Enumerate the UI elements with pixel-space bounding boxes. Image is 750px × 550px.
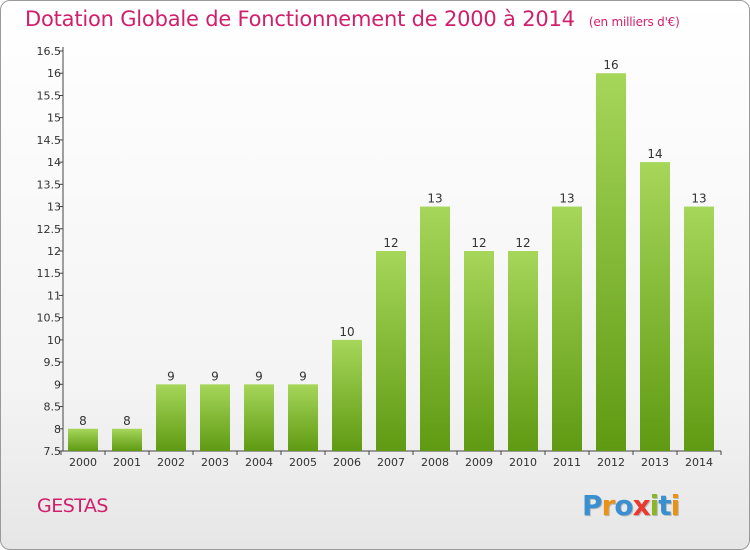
title-text: Dotation Globale de Fonctionnement de 20… xyxy=(25,7,575,31)
bars xyxy=(68,73,714,451)
bar-2007[interactable] xyxy=(376,251,406,451)
x-tick-label-2000: 2000 xyxy=(69,456,97,469)
proxiti-logo[interactable]: Proxiti xyxy=(582,489,681,522)
y-tick-label: 16 xyxy=(47,67,61,80)
axes: 7.5 8 8.5 9 9.5 10 10.5 11 11.5 12 12.5 13 13.5 14 14.… xyxy=(37,45,722,469)
x-tick-label-2009: 2009 xyxy=(465,456,493,469)
y-tick-label: 12.5 xyxy=(37,223,62,236)
y-tick-label: 11.5 xyxy=(37,267,62,280)
x-tick-label-2011: 2011 xyxy=(553,456,581,469)
y-tick-label: 9 xyxy=(54,378,61,391)
value-label-2007: 12 xyxy=(383,236,398,250)
bar-2001[interactable] xyxy=(112,428,142,451)
y-tick-label: 7.5 xyxy=(44,445,62,458)
x-tick-label-2003: 2003 xyxy=(201,456,229,469)
x-tick-label-2007: 2007 xyxy=(377,456,405,469)
value-label-2010: 12 xyxy=(515,236,530,250)
y-tick-label: 10 xyxy=(47,334,61,347)
y-tick-label: 14.5 xyxy=(37,134,62,147)
logo-letter: i xyxy=(670,489,681,522)
bar-2008[interactable] xyxy=(420,206,450,451)
value-label-2012: 16 xyxy=(603,58,618,72)
logo-letter: o xyxy=(614,489,633,522)
bar-2002[interactable] xyxy=(156,384,186,451)
value-label-2005: 9 xyxy=(299,369,307,383)
commune-name: GESTAS xyxy=(37,495,108,517)
bar-2014[interactable] xyxy=(684,206,714,451)
bar-2000[interactable] xyxy=(68,428,98,451)
x-tick-label-2006: 2006 xyxy=(333,456,361,469)
y-tick-label: 15 xyxy=(47,112,61,125)
bar-2009[interactable] xyxy=(464,251,494,451)
y-tick-label: 16.5 xyxy=(37,45,62,58)
x-tick-label-2013: 2013 xyxy=(641,456,669,469)
logo-letter: t xyxy=(658,489,671,522)
value-label-2013: 14 xyxy=(647,147,662,161)
value-label-2004: 9 xyxy=(255,369,263,383)
y-tick-label: 8 xyxy=(54,423,61,436)
logo-letter: x xyxy=(632,489,651,522)
y-tick-label: 13 xyxy=(47,201,61,214)
y-tick-label: 10.5 xyxy=(37,312,62,325)
x-tick-label-2005: 2005 xyxy=(289,456,317,469)
x-tick-label-2002: 2002 xyxy=(157,456,185,469)
value-label-2009: 12 xyxy=(471,236,486,250)
value-labels: 8 8 9 9 9 9 10 12 13 12 12 13 16 14 13 xyxy=(79,58,706,428)
value-label-2014: 13 xyxy=(691,192,706,206)
value-label-2001: 8 xyxy=(123,414,131,428)
bar-2006[interactable] xyxy=(332,339,362,451)
value-label-2008: 13 xyxy=(427,192,442,206)
y-tick-label: 11 xyxy=(47,289,61,302)
y-tick-label: 12 xyxy=(47,245,61,258)
bar-2012[interactable] xyxy=(596,73,626,451)
value-label-2002: 9 xyxy=(167,369,175,383)
y-tick-label: 9.5 xyxy=(44,356,62,369)
x-tick-label-2010: 2010 xyxy=(509,456,537,469)
value-label-2011: 13 xyxy=(559,192,574,206)
x-tick-label-2014: 2014 xyxy=(685,456,713,469)
y-tick-label: 14 xyxy=(47,156,61,169)
y-tick-label: 13.5 xyxy=(37,178,62,191)
chart-subtitle: (en milliers d'€) xyxy=(588,15,680,29)
chart-title: Dotation Globale de Fonctionnement de 20… xyxy=(25,7,680,31)
logo-letter: i xyxy=(649,489,660,522)
x-tick-label-2008: 2008 xyxy=(421,456,449,469)
bar-2010[interactable] xyxy=(508,251,538,451)
bar-2004[interactable] xyxy=(244,384,274,451)
bar-2011[interactable] xyxy=(552,206,582,451)
x-tick-label-2001: 2001 xyxy=(113,456,141,469)
value-label-2000: 8 xyxy=(79,414,87,428)
bar-2005[interactable] xyxy=(288,384,318,451)
logo-letter: r xyxy=(601,489,616,522)
bar-2003[interactable] xyxy=(200,384,230,451)
bar-2013[interactable] xyxy=(640,162,670,451)
logo-letter: P xyxy=(582,489,603,522)
value-label-2006: 10 xyxy=(339,325,354,339)
y-tick-label: 15.5 xyxy=(37,89,62,102)
x-tick-label-2012: 2012 xyxy=(597,456,625,469)
value-label-2003: 9 xyxy=(211,369,219,383)
y-tick-label: 8.5 xyxy=(44,401,62,414)
x-tick-label-2004: 2004 xyxy=(245,456,273,469)
